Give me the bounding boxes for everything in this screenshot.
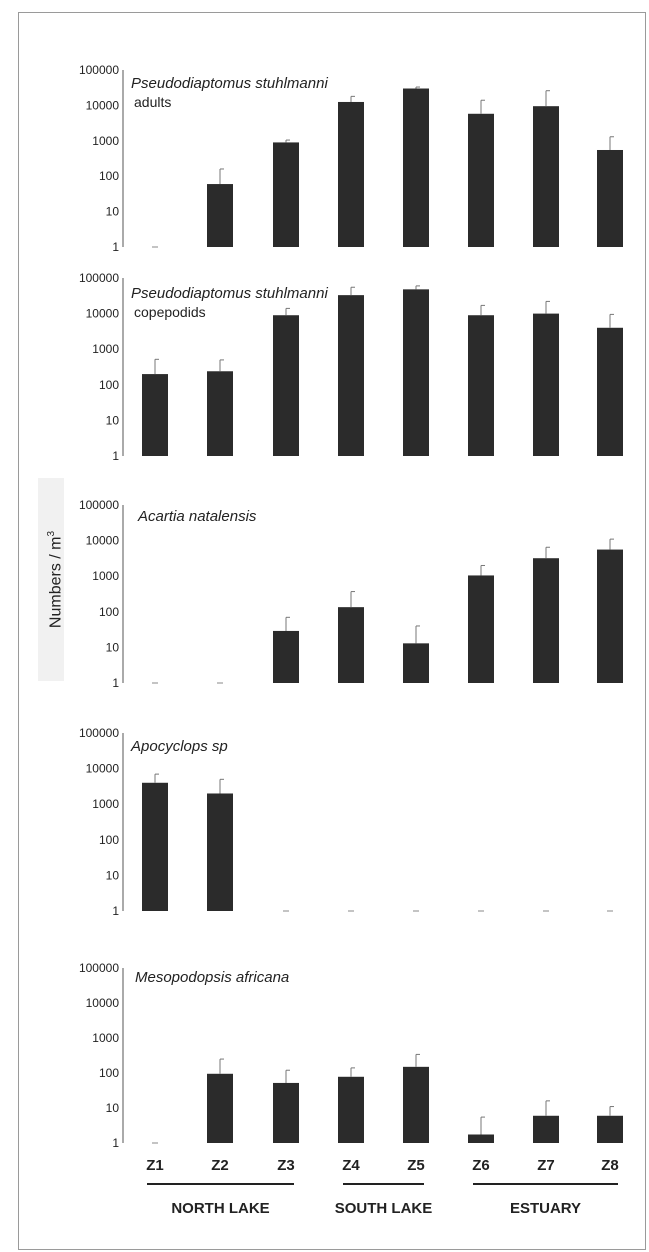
x-tick-label: Z5 — [407, 1157, 425, 1174]
bar — [468, 113, 494, 247]
bar — [338, 607, 364, 683]
y-tick-label: 100 — [99, 1066, 119, 1080]
y-tick-label: 10 — [106, 1101, 120, 1115]
bar — [597, 149, 623, 247]
y-tick-label: 10 — [106, 413, 120, 427]
y-tick-label: 100000 — [79, 498, 119, 512]
y-tick-label: 1000 — [92, 342, 119, 356]
panel-title: Acartia natalensis — [137, 508, 257, 525]
panel-title: Apocyclops sp — [130, 738, 228, 755]
y-tick-label: 10000 — [86, 762, 120, 776]
bar — [338, 101, 364, 247]
bar — [273, 1082, 299, 1143]
y-tick-label: 10 — [106, 205, 120, 219]
panel-subtitle: adults — [134, 94, 171, 110]
figure-frame — [18, 12, 646, 1250]
bar — [468, 315, 494, 456]
bar — [597, 1115, 623, 1143]
y-tick-label: 10 — [106, 868, 120, 882]
y-tick-label: 10000 — [86, 534, 120, 548]
y-tick-label: 100 — [99, 169, 119, 183]
y-tick-label: 100000 — [79, 63, 119, 77]
bar — [403, 88, 429, 247]
bar — [533, 313, 559, 456]
y-tick-label: 100000 — [79, 726, 119, 740]
group-label: NORTH LAKE — [171, 1200, 269, 1217]
bar — [533, 1115, 559, 1143]
y-axis-label-text: Numbers / m — [47, 536, 65, 629]
y-axis-label: Numbers / m3 — [39, 478, 65, 681]
y-tick-label: 1000 — [92, 569, 119, 583]
bar — [142, 374, 168, 456]
y-tick-label: 100 — [99, 378, 119, 392]
bar — [468, 575, 494, 683]
panel-title: Mesopodopsis africana — [135, 969, 289, 986]
y-tick-label: 1000 — [92, 1031, 119, 1045]
bar — [273, 630, 299, 683]
bar — [468, 1134, 494, 1143]
bar — [338, 1076, 364, 1143]
panel-title: Pseudodiaptomus stuhlmanni — [131, 75, 328, 92]
bar — [273, 315, 299, 456]
y-tick-label: 100 — [99, 605, 119, 619]
x-tick-label: Z8 — [601, 1157, 619, 1174]
y-tick-label: 100000 — [79, 961, 119, 975]
group-label: ESTUARY — [510, 1200, 581, 1217]
bar — [597, 549, 623, 683]
panel-title: Pseudodiaptomus stuhlmanni — [131, 285, 328, 302]
y-axis-label-superscript: 3 — [46, 530, 57, 537]
x-tick-label: Z6 — [472, 1157, 490, 1174]
bar — [207, 1073, 233, 1143]
bar — [597, 327, 623, 456]
bar — [207, 184, 233, 247]
x-tick-label: Z7 — [537, 1157, 555, 1174]
y-tick-label: 10000 — [86, 307, 120, 321]
bar — [533, 106, 559, 247]
y-tick-label: 1 — [112, 904, 119, 918]
y-tick-label: 100 — [99, 833, 119, 847]
y-axis-label-box: Numbers / m3 — [38, 478, 64, 681]
bar — [207, 793, 233, 911]
panel-subtitle: copepodids — [134, 304, 206, 320]
y-tick-label: 1 — [112, 240, 119, 254]
y-tick-label: 10000 — [86, 98, 120, 112]
y-tick-label: 1 — [112, 449, 119, 463]
x-tick-label: Z2 — [211, 1157, 229, 1174]
y-tick-label: 10000 — [86, 996, 120, 1010]
bar — [142, 782, 168, 911]
bar — [403, 289, 429, 456]
x-tick-label: Z1 — [146, 1157, 164, 1174]
bar — [403, 643, 429, 683]
y-tick-label: 1 — [112, 676, 119, 690]
y-tick-label: 1000 — [92, 134, 119, 148]
bar — [273, 142, 299, 247]
bar — [533, 558, 559, 683]
y-tick-label: 10 — [106, 640, 120, 654]
bar — [207, 371, 233, 456]
x-tick-label: Z3 — [277, 1157, 295, 1174]
bar — [403, 1066, 429, 1143]
y-tick-label: 100000 — [79, 271, 119, 285]
bar — [338, 295, 364, 456]
y-tick-label: 1 — [112, 1136, 119, 1150]
group-label: SOUTH LAKE — [335, 1200, 433, 1217]
x-tick-label: Z4 — [342, 1157, 360, 1174]
y-tick-label: 1000 — [92, 797, 119, 811]
